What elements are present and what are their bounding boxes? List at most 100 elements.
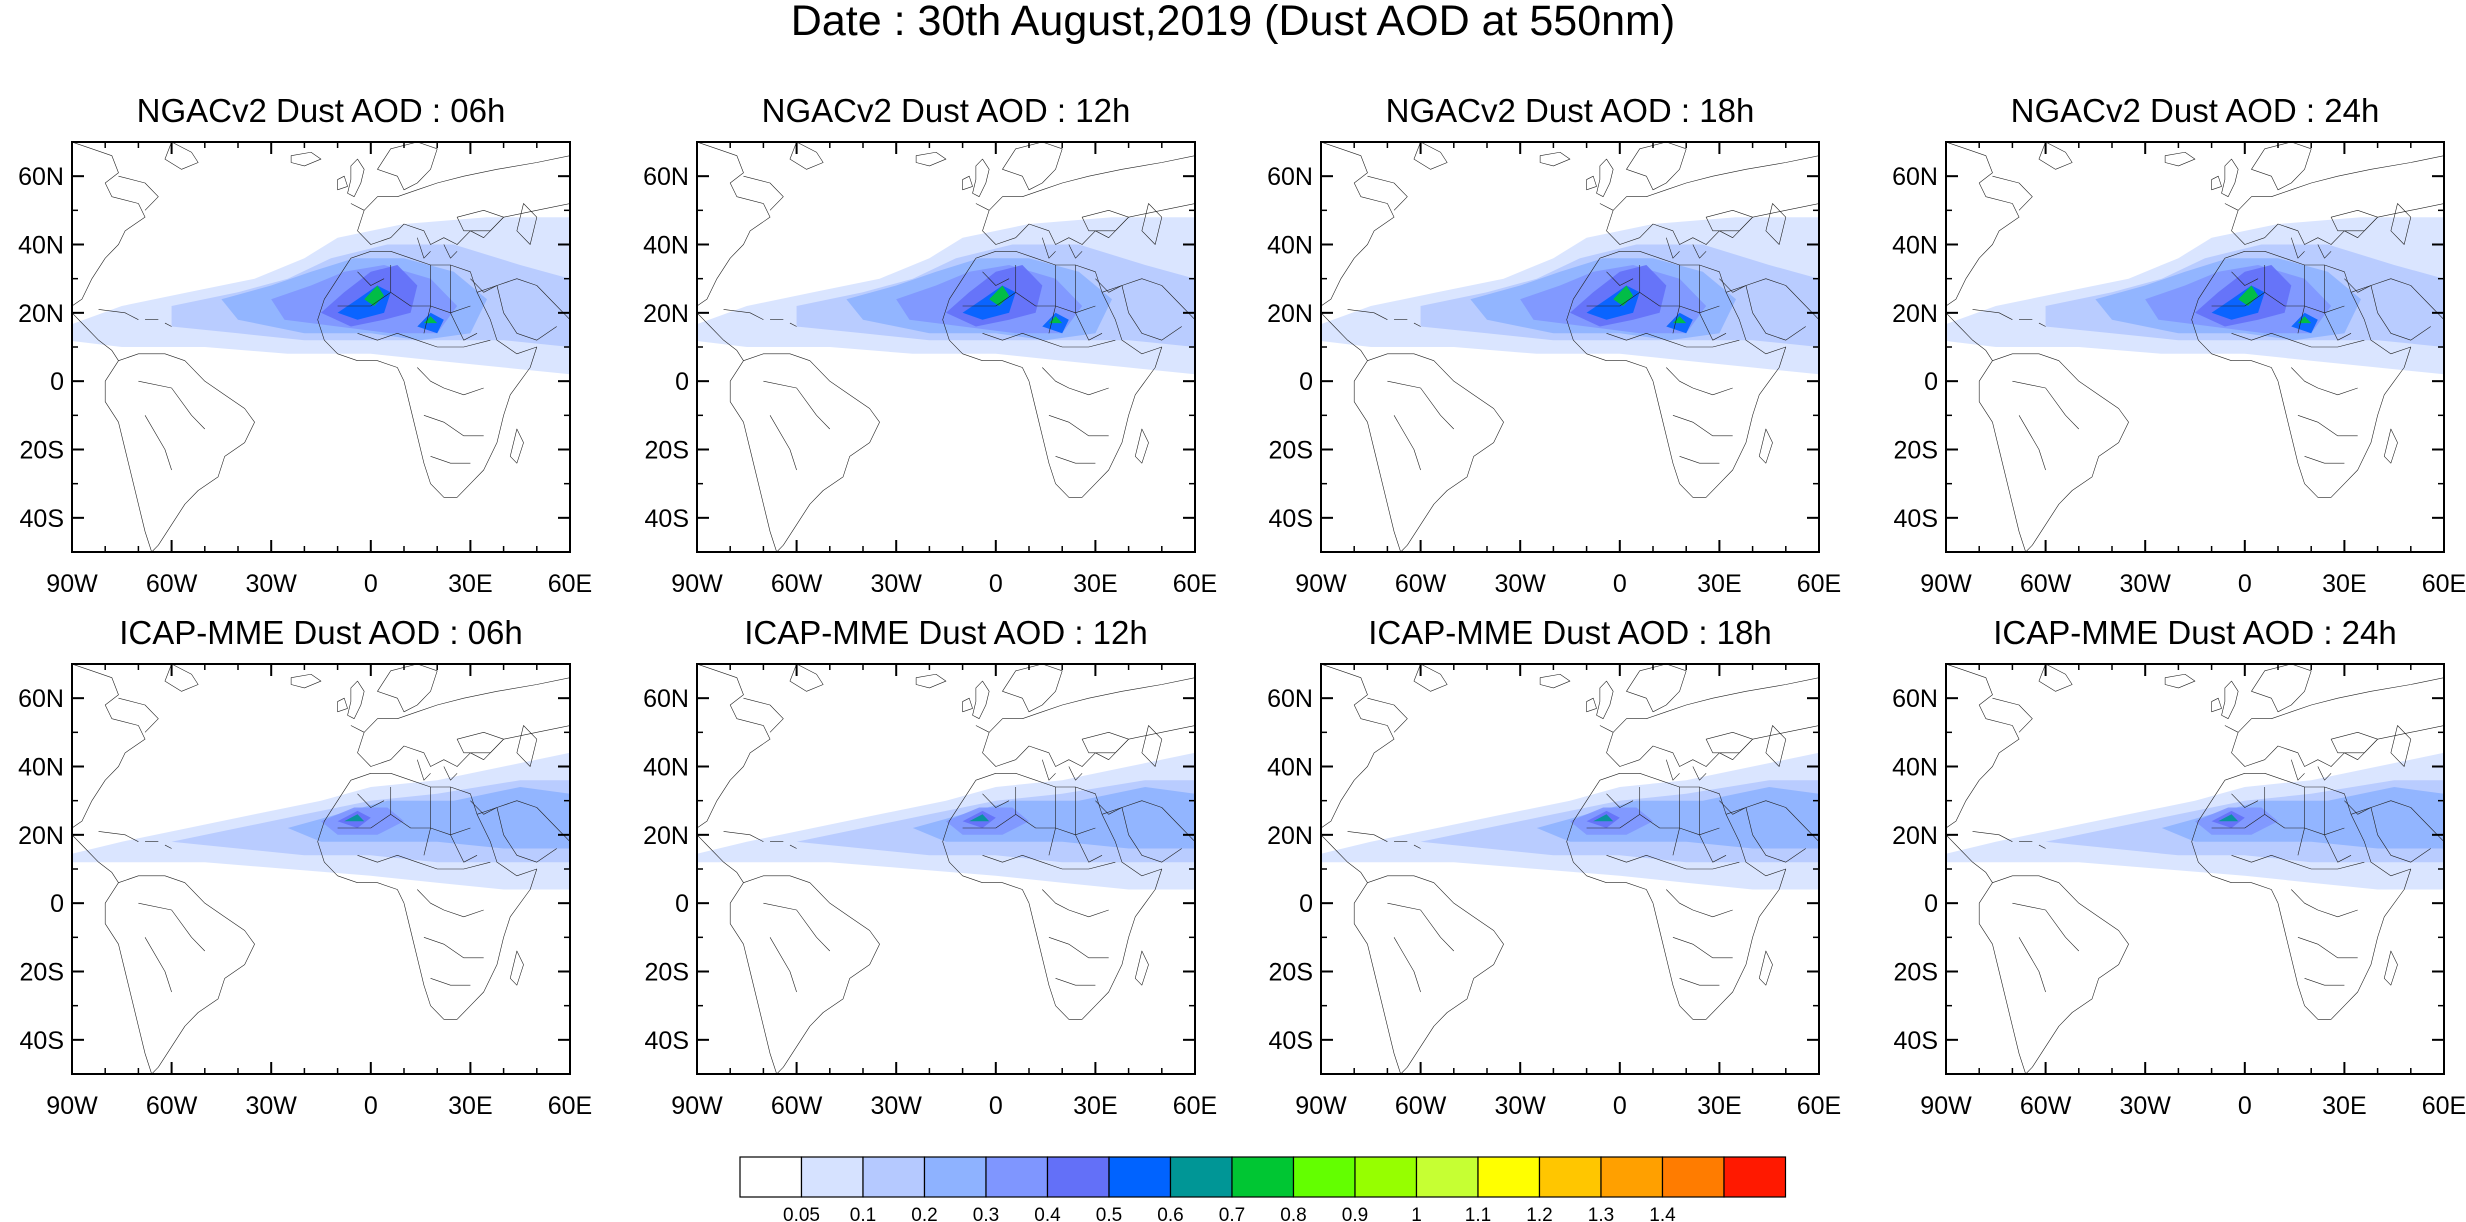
lat-tick-label: 20N [643,822,689,850]
lon-tick-label: 0 [1613,1092,1627,1120]
lat-tick-label: 40S [20,505,64,533]
lon-tick-label: 90W [1295,570,1347,598]
colorbar-swatch [923,1156,987,1198]
lat-tick-label: 0 [1299,890,1313,918]
lat-tick-label: 40S [1894,505,1938,533]
lon-tick-label: 0 [989,570,1003,598]
lat-tick-label: 40N [1267,754,1313,782]
lon-tick-label: 90W [46,1092,98,1120]
panel-title: ICAP-MME Dust AOD : 12h [744,614,1147,651]
lat-tick-label: 0 [1299,368,1313,396]
lat-tick-label: 40N [1892,754,1938,782]
colorbar-label: 0.6 [1157,1205,1183,1222]
lat-tick-label: 60N [18,685,64,713]
lat-tick-label: 20N [643,300,689,328]
lon-tick-label: 30W [245,1092,297,1120]
lat-tick-label: 0 [50,368,64,396]
lat-tick-label: 20N [1267,822,1313,850]
lon-tick-label: 30E [2322,1092,2366,1120]
panel-title: NGACv2 Dust AOD : 06h [137,92,506,129]
lon-tick-label: 60W [1395,570,1447,598]
map-panel: NGACv2 Dust AOD : 18h 60N 40N 20N 0 20S 40S 90W… [1267,92,1841,598]
lon-tick-label: 30W [870,1092,922,1120]
colorbar-swatch [862,1156,926,1198]
lon-tick-label: 30W [2119,570,2171,598]
panel-title: ICAP-MME Dust AOD : 24h [1993,614,2396,651]
lat-tick-label: 0 [675,368,689,396]
lon-tick-label: 60E [1797,570,1841,598]
colorbar-label: 0.8 [1280,1205,1306,1222]
lat-tick-label: 20S [1269,437,1313,465]
colorbar-label: 0.1 [850,1205,876,1222]
colorbar-swatch [1108,1156,1172,1198]
colorbar-swatch [1477,1156,1541,1198]
lon-tick-label: 60W [771,570,823,598]
lat-tick-label: 60N [1892,685,1938,713]
lon-tick-label: 30E [448,570,492,598]
lon-tick-label: 0 [989,1092,1003,1120]
lat-tick-label: 40N [643,754,689,782]
lon-tick-label: 90W [46,570,98,598]
lat-tick-label: 40N [18,232,64,260]
lat-tick-label: 20S [645,437,689,465]
panel-title: NGACv2 Dust AOD : 18h [1386,92,1755,129]
colorbar-swatch [1723,1156,1787,1198]
lat-tick-label: 0 [1924,890,1938,918]
lon-tick-label: 0 [2238,570,2252,598]
colorbar-label: 0.05 [783,1205,820,1222]
lat-tick-label: 40S [645,505,689,533]
colorbar-label: 0.3 [973,1205,999,1222]
lon-tick-label: 0 [364,1092,378,1120]
lon-tick-label: 60E [1173,570,1217,598]
colorbar-label: 0.9 [1342,1205,1368,1222]
lat-tick-label: 40S [1894,1027,1938,1055]
lon-tick-label: 0 [1613,570,1627,598]
map-panel: NGACv2 Dust AOD : 24h 60N 40N 20N 0 20S 40S 90W… [1892,92,2466,598]
lon-tick-label: 60E [1173,1092,1217,1120]
panel-title: NGACv2 Dust AOD : 12h [762,92,1131,129]
dust-aod-field [1321,752,1819,890]
map-panel: NGACv2 Dust AOD : 12h 60N 40N 20N 0 20S 40S 90W… [643,92,1217,598]
lon-tick-label: 60E [1797,1092,1841,1120]
lon-tick-label: 60W [146,570,198,598]
figure-title: Date : 30th August,2019 (Dust AOD at 550… [790,0,1676,45]
lat-tick-label: 60N [1267,685,1313,713]
lon-tick-label: 90W [671,570,723,598]
colorbar-label: 0.2 [911,1205,937,1222]
lat-tick-label: 40S [1269,505,1313,533]
lon-tick-label: 30W [1494,1092,1546,1120]
colorbar-label: 1.3 [1588,1205,1614,1222]
map-panel: ICAP-MME Dust AOD : 12h 60N 40N 20N 0 20S 40S 9… [643,614,1217,1120]
lon-tick-label: 60E [2422,570,2466,598]
lat-tick-label: 20S [20,959,64,987]
colorbar-label: 1.2 [1526,1205,1552,1222]
panel-title: ICAP-MME Dust AOD : 18h [1368,614,1771,651]
colorbar-swatch [1354,1156,1418,1198]
panel-title: ICAP-MME Dust AOD : 06h [119,614,522,651]
lon-tick-label: 60E [548,570,592,598]
lon-tick-label: 30W [870,570,922,598]
dust-aod-field [697,752,1195,890]
lat-tick-label: 20S [1894,437,1938,465]
colorbar-swatch [739,1156,803,1198]
lon-tick-label: 90W [1920,1092,1972,1120]
colorbar-swatch [1046,1156,1110,1198]
colorbar-swatch [1661,1156,1725,1198]
lat-tick-label: 20N [18,300,64,328]
colorbar-swatch [985,1156,1049,1198]
lon-tick-label: 30E [448,1092,492,1120]
lon-tick-label: 90W [1295,1092,1347,1120]
lat-tick-label: 0 [1924,368,1938,396]
lat-tick-label: 60N [643,163,689,191]
colorbar-label: 0.4 [1034,1205,1061,1222]
lat-tick-label: 40S [645,1027,689,1055]
colorbar-label: 0.7 [1219,1205,1245,1222]
colorbar-swatch [1292,1156,1356,1198]
map-panel: ICAP-MME Dust AOD : 24h 60N 40N 20N 0 20S 40S 9… [1892,614,2466,1120]
map-panel: ICAP-MME Dust AOD : 18h 60N 40N 20N 0 20S 40S 9… [1267,614,1841,1120]
lon-tick-label: 30W [1494,570,1546,598]
lon-tick-label: 30E [1073,570,1117,598]
lon-tick-label: 30W [245,570,297,598]
colorbar-swatch [1169,1156,1233,1198]
